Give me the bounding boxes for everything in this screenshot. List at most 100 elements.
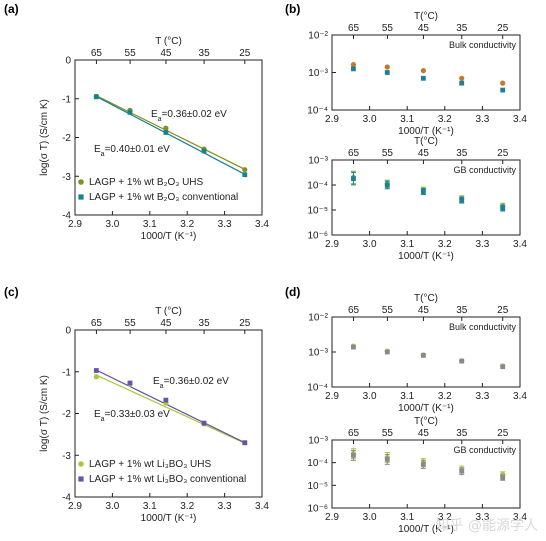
y-tick-label: 10⁻⁵ (307, 481, 328, 492)
x-tick-label: 3.4 (513, 512, 527, 523)
x-tick-label: 3.2 (438, 239, 452, 250)
x-tick-label: 3.0 (363, 239, 377, 250)
x-tick-label: 3.1 (400, 239, 414, 250)
legend-entry: LAGP + 1% wt B₂O₃ conventional (89, 192, 238, 203)
top-tick-label: 65 (348, 305, 360, 316)
data-point (384, 64, 390, 70)
y-tick-label: 10⁻³ (308, 156, 328, 167)
top-tick-label: 25 (497, 23, 509, 34)
top-tick-label: 65 (348, 23, 360, 34)
data-point (93, 374, 99, 380)
y-tick-label: 10⁻³ (308, 436, 328, 447)
x-axis-label: 1000/T (K⁻¹) (398, 251, 454, 262)
x-tick-label: 3.2 (438, 391, 452, 402)
x-tick-label: 3.4 (255, 219, 269, 230)
x-tick-label: 3.3 (475, 114, 489, 125)
y-tick-label: 10⁻⁴ (307, 106, 328, 117)
data-point (500, 364, 506, 370)
y-axis-label: log(σ T) (S/cm K) (39, 375, 50, 452)
y-tick-label: -2 (62, 409, 71, 420)
x-tick-label: 3.1 (143, 501, 157, 512)
top-axis-label: T (°C) (155, 306, 182, 317)
top-axis-label: T(°C) (414, 11, 438, 22)
y-tick-label: 10⁻³ (308, 68, 328, 79)
x-tick-label: 3.3 (218, 219, 232, 230)
x-tick-label: 3.3 (475, 512, 489, 523)
subplot-title: GB conductivity (453, 165, 516, 175)
data-point (242, 172, 248, 178)
x-tick-label: 2.9 (325, 114, 339, 125)
panel-label: (d) (285, 285, 300, 299)
chart-c: 2.9 3.0 3.1 3.2 3.3 3.4 1000/T (K⁻¹) 65 55 45 35 25… (4, 285, 269, 524)
x-tick-label: 3.1 (143, 219, 157, 230)
x-tick-label: 3.0 (105, 501, 119, 512)
chart-b-gb: 2.9 3.0 3.1 3.2 3.3 3.4 1000/T (K⁻¹) 65 55 45 35 25… (307, 136, 527, 262)
y-tick-label: 10⁻³ (308, 348, 328, 359)
top-tick-label: 25 (239, 48, 251, 59)
fit-line (96, 369, 246, 444)
y-tick-label: -4 (62, 493, 71, 504)
chart-b-bulk: 2.9 3.0 3.1 3.2 3.3 3.4 1000/T (K⁻¹) 65 55 45 35 25… (285, 2, 527, 137)
data-point (420, 189, 426, 194)
top-tick-label: 45 (160, 318, 172, 329)
activation-energy-label: Ea=0.36±0.02 eV (151, 109, 227, 123)
data-point (242, 440, 248, 446)
data-point (93, 368, 99, 373)
data-point (384, 349, 390, 355)
chart-d-gb: 2.9 3.0 3.1 3.2 3.3 3.4 1000/T (K⁻¹) 65 55 45 35 25… (307, 416, 527, 535)
y-tick-label: 10⁻² (308, 313, 328, 324)
y-tick-label: -2 (62, 133, 71, 144)
data-point (201, 420, 207, 426)
top-tick-label: 35 (199, 318, 211, 329)
top-tick-label: 25 (239, 318, 251, 329)
data-point (163, 125, 169, 131)
top-tick-label: 25 (497, 305, 509, 316)
data-point (459, 80, 465, 86)
data-point (351, 344, 356, 350)
top-axis-label: T (°C) (155, 36, 182, 47)
fit-line (96, 95, 246, 175)
top-tick-label: 25 (497, 428, 509, 439)
legend-entry: LAGP + 1% wt B₂O₃ UHS (89, 177, 204, 188)
data-point (420, 75, 426, 81)
top-tick-label: 55 (125, 48, 137, 59)
legend-entry: LAGP + 1% wt Li₃BO₃ UHS (89, 459, 212, 470)
chart-a: 2.9 3.0 3.1 3.2 3.3 3.4 1000/T (K⁻¹) 65 55 45 35 25… (4, 2, 269, 242)
subplot-title: GB conductivity (453, 445, 516, 455)
fit-line (96, 95, 246, 170)
plot-frame (331, 439, 521, 509)
data-point (459, 358, 465, 364)
legend-marker (78, 194, 84, 200)
x-tick-label: 3.2 (180, 219, 194, 230)
top-tick-label: 55 (382, 428, 394, 439)
data-point (127, 380, 133, 386)
x-axis-label: 1000/T (K⁻¹) (141, 231, 197, 242)
data-point (242, 167, 248, 173)
top-tick-label: 45 (418, 23, 430, 34)
chart-d-bulk: 2.9 3.0 3.1 3.2 3.3 3.4 1000/T (K⁻¹) 65 55 45 35 25… (285, 285, 527, 414)
x-tick-label: 3.0 (363, 512, 377, 523)
data-point (384, 182, 390, 188)
data-point (384, 456, 390, 462)
x-tick-label: 3.2 (180, 501, 194, 512)
top-axis-label: T(°C) (414, 416, 438, 427)
top-tick-label: 55 (382, 23, 394, 34)
x-tick-label: 2.9 (325, 512, 339, 523)
x-axis-label: 1000/T (K⁻¹) (141, 513, 197, 524)
top-tick-label: 55 (382, 148, 394, 159)
top-axis-label: T(°C) (414, 136, 438, 147)
data-point (163, 130, 169, 135)
data-point (384, 70, 390, 75)
top-tick-label: 35 (456, 148, 468, 159)
fit-line (96, 374, 246, 444)
x-tick-label: 2.9 (68, 501, 82, 512)
top-tick-label: 35 (456, 428, 468, 439)
subplot-title: Bulk conductivity (449, 322, 517, 332)
y-tick-label: 10⁻⁴ (307, 383, 328, 394)
y-tick-label: 10⁻⁴ (307, 458, 328, 469)
legend-marker (78, 476, 84, 482)
data-point (500, 80, 506, 86)
top-tick-label: 25 (497, 148, 509, 159)
activation-energy-label: Ea=0.36±0.02 eV (153, 376, 229, 390)
